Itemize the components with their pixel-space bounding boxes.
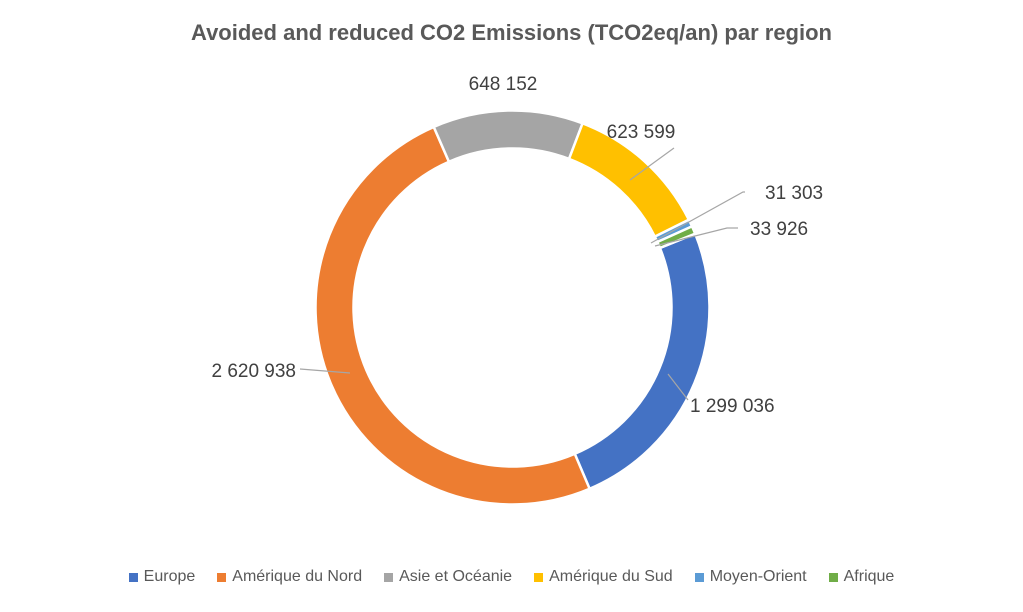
data-label-amerique-du-nord: 2 620 938 [211,361,296,382]
legend-swatch [534,572,544,582]
legend: Europe Amérique du Nord Asie et Océanie Amé… [0,568,1023,586]
legend-label: Amérique du Sud [549,568,673,585]
chart-title: Avoided and reduced CO2 Emissions (TCO2e… [191,20,832,45]
legend-swatch [217,572,227,582]
legend-swatch [128,572,138,582]
slice-amerique-du-nord [314,125,592,506]
legend-label: Afrique [843,568,895,585]
legend-swatch [384,572,394,582]
data-label-moyen-orient: 31 303 [765,183,823,204]
data-label-amerique-du-sud: 623 599 [607,122,676,143]
data-label-afrique: 33 926 [750,219,808,240]
leader-line-moyen-orient [650,191,745,244]
data-label-asie-et-oceanie: 648 152 [469,74,538,95]
legend-label: Europe [143,568,196,585]
legend-item-moyen-orient: Moyen-Orient [694,568,807,586]
leader-line-amerique-du-sud [629,147,675,181]
leader-line-amerique-du-nord [299,368,351,374]
legend-label: Amérique du Nord [232,568,363,585]
legend-swatch [694,572,704,582]
legend-label: Asie et Océanie [399,568,513,585]
legend-item-amerique-du-nord: Amérique du Nord [217,568,362,586]
leader-line-afrique [654,227,738,247]
legend-label: Moyen-Orient [709,568,807,585]
legend-item-afrique: Afrique [828,568,895,586]
legend-item-amerique-du-sud: Amérique du Sud [534,568,673,586]
slice-asie-et-oceanie [432,109,585,164]
legend-swatch [828,572,838,582]
legend-item-asie-et-oceanie: Asie et Océanie [384,568,512,586]
slice-europe [573,232,711,491]
data-label-europe: 1 299 036 [690,396,775,417]
leader-line-europe [667,373,689,401]
legend-item-europe: Europe [128,568,196,586]
